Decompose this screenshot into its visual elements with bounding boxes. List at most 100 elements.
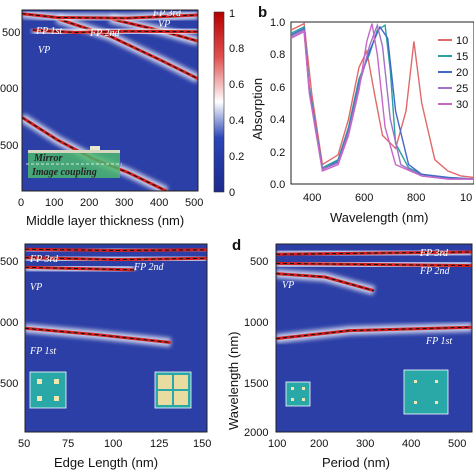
c-x-tick-125: 125 — [150, 438, 168, 450]
d-inset-unit-cell-small — [285, 381, 311, 407]
c-x-ticks: 50 75 100 125 150 — [18, 438, 211, 450]
d-annotation-fp-2nd: FP 2nd — [419, 266, 451, 277]
c-inset-particle — [54, 379, 59, 384]
d-x-axis-label: Period (nm) — [322, 455, 390, 470]
d-inset-unit-cell-large — [403, 369, 449, 415]
b-y-tick-0: 0.0 — [270, 179, 285, 191]
a-x-tick-400: 400 — [150, 197, 168, 209]
c-inset-particle — [174, 391, 188, 405]
d-x-tick-300: 300 — [356, 438, 374, 450]
c-annotation-fp-3rd: FP 3rd — [29, 254, 59, 265]
d-inset-particle — [291, 387, 294, 390]
c-x-tick-100: 100 — [104, 438, 122, 450]
b-y-ticks: 0.0 0.2 0.4 0.6 0.8 1.0 — [270, 17, 285, 191]
a-y-tick-1500: 500 — [0, 140, 18, 152]
d-x-ticks: 100 200 300 400 500 — [268, 438, 466, 450]
legend-label-30: 30 — [456, 99, 468, 111]
colorbar-tick-0.2: 0.2 — [229, 151, 244, 163]
colorbar-tick-0.4: 0.4 — [229, 115, 244, 127]
b-x-tick-1000: 10 — [460, 192, 472, 204]
b-x-axis-label: Wavelength (nm) — [330, 210, 429, 225]
annotation-vp-2: VP — [158, 19, 170, 30]
a-x-tick-500: 500 — [185, 197, 203, 209]
a-x-tick-200: 200 — [80, 197, 98, 209]
panel-b-series — [290, 22, 474, 180]
legend-label-10: 10 — [456, 35, 468, 47]
c-x-tick-150: 150 — [193, 438, 211, 450]
annotation-fp-1st: FP 1st — [35, 26, 62, 37]
panel-c-modes — [25, 244, 207, 347]
d-y-ticks: 500 1000 1500 2000 — [244, 256, 268, 439]
c-y-tick-1500: 500 — [0, 378, 18, 390]
d-inset-particle — [414, 401, 417, 404]
c-inset-particle — [174, 375, 188, 389]
inset-particle — [90, 146, 100, 150]
d-inset-particle — [291, 398, 294, 401]
a-x-ticks: 0 100 200 300 400 500 — [18, 197, 203, 209]
d-x-tick-500: 500 — [448, 438, 466, 450]
panel-d-frame — [275, 243, 473, 433]
a-y-tick-1000: 000 — [0, 83, 18, 95]
mode-fit-dashed — [276, 262, 472, 267]
panel-label-d: d — [232, 237, 241, 254]
b-y-tick-0.4: 0.4 — [270, 114, 285, 126]
c-x-tick-75: 75 — [62, 438, 74, 450]
inset-label-image-coupling: Image coupling — [31, 167, 97, 178]
annotation-vp: VP — [38, 45, 50, 56]
c-inset-particle — [158, 375, 172, 389]
legend-label-25: 25 — [456, 83, 468, 95]
colorbar-tick-1: 1 — [229, 8, 235, 20]
d-x-tick-400: 400 — [402, 438, 420, 450]
inset-mirror-layer — [28, 150, 120, 153]
mode-fit-dashed — [276, 326, 472, 340]
d-inset-particle — [414, 380, 417, 383]
b-y-axis-label: Absorption — [250, 78, 265, 140]
b-y-tick-1.0: 1.0 — [270, 17, 285, 29]
b-y-tick-0.2: 0.2 — [270, 147, 285, 159]
a-x-tick-0: 0 — [18, 197, 24, 209]
panel-a: Mirror Image coupling FP 1st FP 2nd FP 3… — [0, 8, 244, 228]
panel-a-frame — [21, 9, 199, 192]
panel-c-frame — [24, 243, 208, 433]
d-y-tick-2000: 2000 — [244, 427, 268, 439]
mode-fit-dashed — [276, 273, 375, 292]
d-annotation-vp: VP — [282, 280, 294, 291]
b-y-tick-0.6: 0.6 — [270, 82, 285, 94]
mode-fit-dashed — [109, 18, 198, 42]
d-annotation-fp-3rd: FP 3rd — [419, 248, 449, 259]
c-inset-particle — [158, 391, 172, 405]
c-y-tick-1000: 000 — [0, 317, 18, 329]
mode-fit-dashed — [32, 29, 198, 34]
colorbar-tick-0: 0 — [229, 187, 235, 199]
mode-fit-dashed — [25, 266, 135, 271]
colorbar — [213, 11, 225, 193]
a-x-axis-label: Middle layer thickness (nm) — [26, 213, 184, 228]
c-y-tick-500: 500 — [0, 256, 18, 268]
d-inset-particle — [302, 398, 305, 401]
b-x-tick-800: 800 — [407, 192, 425, 204]
colorbar-tick-0.8: 0.8 — [229, 43, 244, 55]
a-y-tick-500: 500 — [2, 27, 20, 39]
panel-label-b: b — [258, 4, 267, 21]
panel-b-legend: 10 15 20 25 30 — [438, 35, 468, 111]
d-inset-large-period — [403, 369, 449, 415]
mode-fit-dashed — [25, 327, 171, 343]
mode-fit-dashed — [22, 13, 198, 19]
c-annotation-vp: VP — [30, 282, 42, 293]
d-y-tick-500: 500 — [250, 256, 268, 268]
panel-d-modes — [276, 247, 472, 344]
d-x-tick-200: 200 — [310, 438, 328, 450]
mode-fit-dashed — [276, 251, 472, 255]
legend-label-15: 15 — [456, 51, 468, 63]
mode-fit-dashed — [22, 116, 167, 191]
c-annotation-fp-1st: FP 1st — [29, 346, 56, 357]
panel-a-modes — [22, 10, 198, 191]
b-x-tick-400: 400 — [303, 192, 321, 204]
mode-fit-dashed — [25, 257, 207, 261]
d-inset-small-period — [285, 381, 311, 407]
d-inset-particle — [435, 380, 438, 383]
b-y-tick-0.8: 0.8 — [270, 49, 285, 61]
mode-fit-dashed — [25, 248, 207, 252]
colorbar-tick-0.6: 0.6 — [229, 79, 244, 91]
